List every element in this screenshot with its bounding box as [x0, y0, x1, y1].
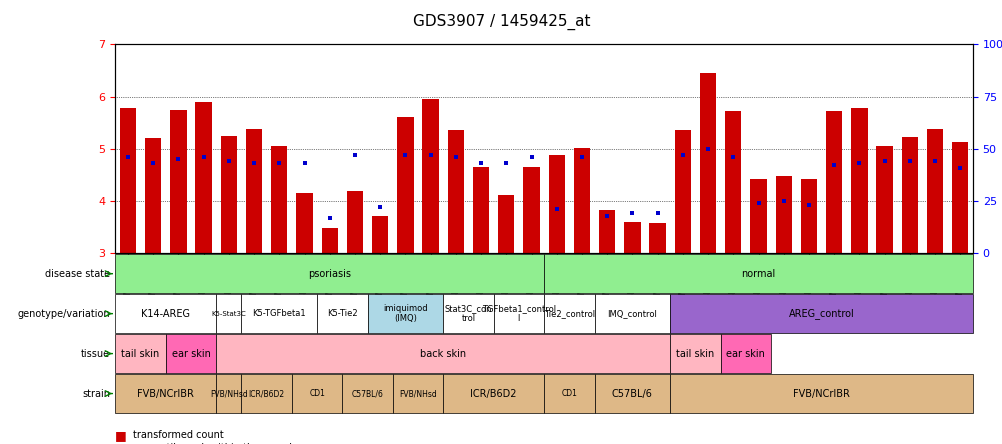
Bar	[901, 137, 917, 253]
Text: ICR/B6D2: ICR/B6D2	[248, 389, 285, 398]
Bar	[926, 129, 942, 253]
Bar	[851, 108, 867, 253]
Text: FVB/NCrIBR: FVB/NCrIBR	[137, 388, 194, 399]
Bar	[573, 148, 589, 253]
Text: transformed count: transformed count	[133, 430, 223, 440]
Bar	[826, 111, 842, 253]
Text: ear skin: ear skin	[725, 349, 765, 359]
Text: K5-TGFbeta1: K5-TGFbeta1	[253, 309, 306, 318]
Bar	[775, 176, 792, 253]
Bar	[876, 146, 892, 253]
Text: C57BL/6: C57BL/6	[611, 388, 652, 399]
Text: imiquimod
(IMQ): imiquimod (IMQ)	[383, 304, 427, 323]
Bar	[296, 193, 313, 253]
Bar	[472, 167, 489, 253]
Text: Tie2_control: Tie2_control	[543, 309, 594, 318]
Bar	[397, 118, 413, 253]
Bar	[170, 110, 186, 253]
Text: FVB/NHsd: FVB/NHsd	[209, 389, 247, 398]
Text: psoriasis: psoriasis	[308, 269, 351, 279]
Text: ■: ■	[115, 428, 127, 442]
Text: normal: normal	[740, 269, 775, 279]
Text: FVB/NCrIBR: FVB/NCrIBR	[793, 388, 849, 399]
Bar	[372, 215, 388, 253]
Text: back skin: back skin	[420, 349, 466, 359]
Bar	[523, 167, 539, 253]
Text: AREG_control: AREG_control	[788, 308, 854, 319]
Bar	[422, 99, 439, 253]
Bar	[951, 143, 968, 253]
Bar	[548, 155, 564, 253]
Bar	[648, 223, 665, 253]
Bar	[498, 194, 514, 253]
Text: C57BL/6: C57BL/6	[352, 389, 383, 398]
Text: strain: strain	[82, 388, 110, 399]
Bar	[749, 179, 766, 253]
Bar	[724, 111, 740, 253]
Text: K5-Tie2: K5-Tie2	[327, 309, 358, 318]
Bar	[322, 228, 338, 253]
Text: IMQ_control: IMQ_control	[607, 309, 656, 318]
Bar	[674, 131, 690, 253]
Text: Stat3C_con
trol: Stat3C_con trol	[444, 304, 492, 323]
Bar	[271, 146, 288, 253]
Text: tissue: tissue	[81, 349, 110, 359]
Text: GDS3907 / 1459425_at: GDS3907 / 1459425_at	[413, 13, 589, 29]
Bar	[195, 102, 211, 253]
Text: CD1: CD1	[561, 389, 577, 398]
Bar	[145, 139, 161, 253]
Bar	[220, 136, 236, 253]
Text: tail skin: tail skin	[675, 349, 713, 359]
Text: tail skin: tail skin	[121, 349, 159, 359]
Bar	[699, 73, 715, 253]
Text: ear skin: ear skin	[171, 349, 210, 359]
Bar	[800, 179, 817, 253]
Bar	[598, 210, 615, 253]
Text: ICR/B6D2: ICR/B6D2	[470, 388, 516, 399]
Text: K14-AREG: K14-AREG	[141, 309, 190, 319]
Bar	[347, 191, 363, 253]
Text: K5-Stat3C: K5-Stat3C	[211, 311, 245, 317]
Bar	[447, 131, 464, 253]
Text: ■: ■	[115, 442, 127, 444]
Bar	[119, 108, 136, 253]
Text: TGFbeta1_control
l: TGFbeta1_control l	[481, 304, 555, 323]
Text: genotype/variation: genotype/variation	[18, 309, 110, 319]
Bar	[623, 222, 640, 253]
Text: disease state: disease state	[45, 269, 110, 279]
Text: CD1: CD1	[309, 389, 325, 398]
Bar	[245, 129, 262, 253]
Text: FVB/NHsd: FVB/NHsd	[399, 389, 437, 398]
